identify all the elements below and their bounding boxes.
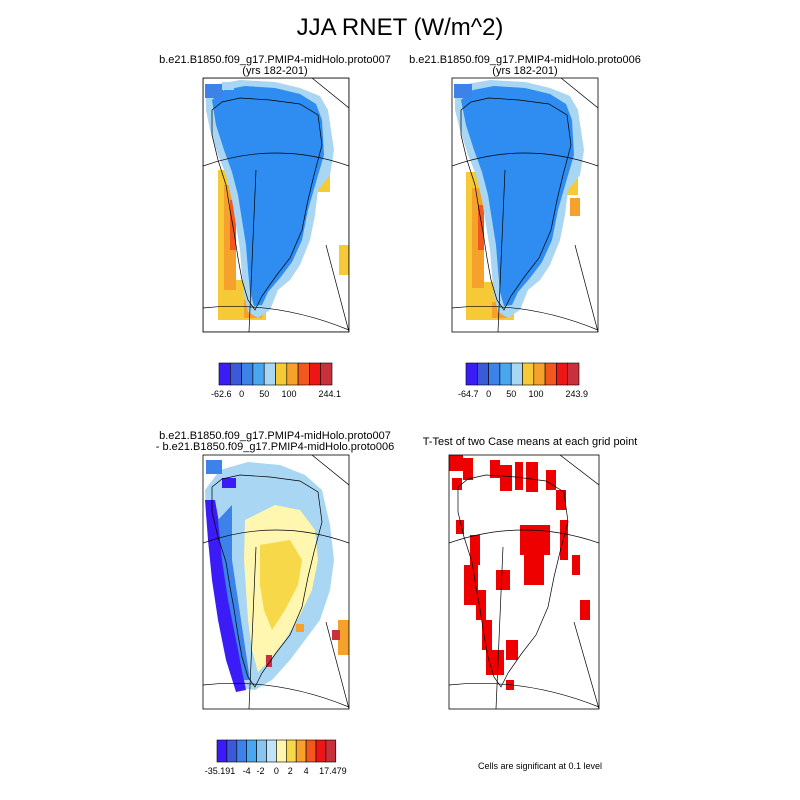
panel4-frame bbox=[448, 454, 600, 710]
panel3-title-line1: b.e21.B1850.f09_g17.PMIP4-midHolo.proto0… bbox=[159, 430, 391, 442]
panel2-title-line2: (yrs 182-201) bbox=[492, 65, 558, 77]
colorbar-box bbox=[567, 362, 580, 386]
panel3-title-line2: - b.e21.B1850.f09_g17.PMIP4-midHolo.prot… bbox=[155, 441, 395, 453]
colorbar-box bbox=[216, 739, 228, 763]
panel1-title-line1: b.e21.B1850.f09_g17.PMIP4-midHolo.proto0… bbox=[159, 54, 391, 66]
colorbar-box bbox=[236, 739, 248, 763]
colorbar-box bbox=[556, 362, 569, 386]
colorbar-box bbox=[522, 362, 535, 386]
colorbar-box bbox=[230, 362, 242, 386]
panel1-ice-field bbox=[205, 80, 334, 318]
panel2-map bbox=[452, 78, 598, 332]
colorbar-label: 50 bbox=[506, 389, 516, 399]
colorbar-label: 243.9 bbox=[565, 389, 588, 399]
colorbar-box bbox=[325, 739, 337, 763]
panel3-graticule bbox=[203, 455, 349, 709]
panel4-graticule bbox=[449, 455, 599, 709]
colorbar-box bbox=[252, 362, 265, 386]
colorbar-box bbox=[499, 362, 512, 386]
colorbar-box bbox=[510, 362, 523, 386]
colorbar-label: 17.479 bbox=[319, 766, 347, 776]
panel3-colorbar: -35.191 -4 -2 0 2 4 17.479 bbox=[205, 739, 347, 776]
colorbar-label: 4 bbox=[304, 766, 309, 776]
panel1-title-line2: (yrs 182-201) bbox=[242, 65, 308, 77]
panel1-colorbar: -62.6 0 50 100 244.1 bbox=[211, 362, 341, 399]
panel1-frame bbox=[202, 77, 350, 333]
panel4-map bbox=[449, 455, 599, 709]
panel1-title: b.e21.B1850.f09_g17.PMIP4-midHolo.proto0… bbox=[140, 55, 410, 77]
colorbar-box bbox=[297, 362, 310, 386]
colorbar-box bbox=[241, 362, 254, 386]
colorbar-box bbox=[226, 739, 238, 763]
colorbar-box bbox=[275, 362, 288, 386]
colorbar-box bbox=[320, 362, 333, 386]
colorbar-label: -2 bbox=[257, 766, 265, 776]
colorbar-label: 0 bbox=[274, 766, 279, 776]
colorbar-label: 100 bbox=[282, 389, 297, 399]
colorbar-label: 50 bbox=[259, 389, 269, 399]
colorbar-label: -64.7 bbox=[458, 389, 479, 399]
panel4-title: T-Test of two Case means at each grid po… bbox=[422, 436, 638, 448]
panel2-ice-field bbox=[454, 80, 584, 318]
panel2-frame bbox=[451, 77, 599, 333]
main-title: JJA RNET (W/m^2) bbox=[296, 14, 504, 41]
colorbar-box bbox=[276, 739, 287, 763]
panel2-graticule bbox=[452, 78, 598, 332]
panel4-signif-cells bbox=[449, 455, 590, 690]
panel2-title: b.e21.B1850.f09_g17.PMIP4-midHolo.proto0… bbox=[390, 55, 660, 77]
colorbar-box bbox=[488, 362, 501, 386]
colorbar-label: 0 bbox=[486, 389, 491, 399]
colorbar-box bbox=[315, 739, 327, 763]
panel3-map bbox=[203, 455, 349, 709]
panel1-map bbox=[203, 78, 349, 332]
colorbar-box bbox=[218, 362, 231, 386]
colorbar-label: 2 bbox=[288, 766, 293, 776]
colorbar-box bbox=[465, 362, 478, 386]
panel2-title-line1: b.e21.B1850.f09_g17.PMIP4-midHolo.proto0… bbox=[409, 54, 641, 66]
colorbar-box bbox=[544, 362, 557, 386]
colorbar-box bbox=[263, 362, 276, 386]
colorbar-label: -35.191 bbox=[205, 766, 236, 776]
colorbar-box bbox=[309, 362, 321, 386]
colorbar-box bbox=[533, 362, 546, 386]
colorbar-box bbox=[246, 739, 257, 763]
panel3-title: b.e21.B1850.f09_g17.PMIP4-midHolo.proto0… bbox=[125, 431, 425, 453]
colorbar-label: -4 bbox=[243, 766, 251, 776]
colorbar-box bbox=[266, 739, 277, 763]
colorbar-box bbox=[305, 739, 317, 763]
panel3-frame bbox=[202, 454, 350, 710]
colorbar-label: 100 bbox=[529, 389, 544, 399]
colorbar-label: 0 bbox=[239, 389, 244, 399]
colorbar-box bbox=[256, 739, 267, 763]
colorbar-label: -62.6 bbox=[211, 389, 232, 399]
panel4-footnote: Cells are significant at 0.1 level bbox=[477, 761, 603, 771]
colorbar-box bbox=[285, 739, 297, 763]
colorbar-box bbox=[295, 739, 307, 763]
colorbar-box bbox=[476, 362, 489, 386]
panel1-graticule bbox=[203, 78, 349, 332]
colorbar-label: 244.1 bbox=[318, 389, 341, 399]
panel3-diff-field bbox=[205, 460, 349, 692]
panel2-colorbar: -64.7 0 50 100 243.9 bbox=[458, 362, 588, 399]
colorbar-box bbox=[286, 362, 299, 386]
